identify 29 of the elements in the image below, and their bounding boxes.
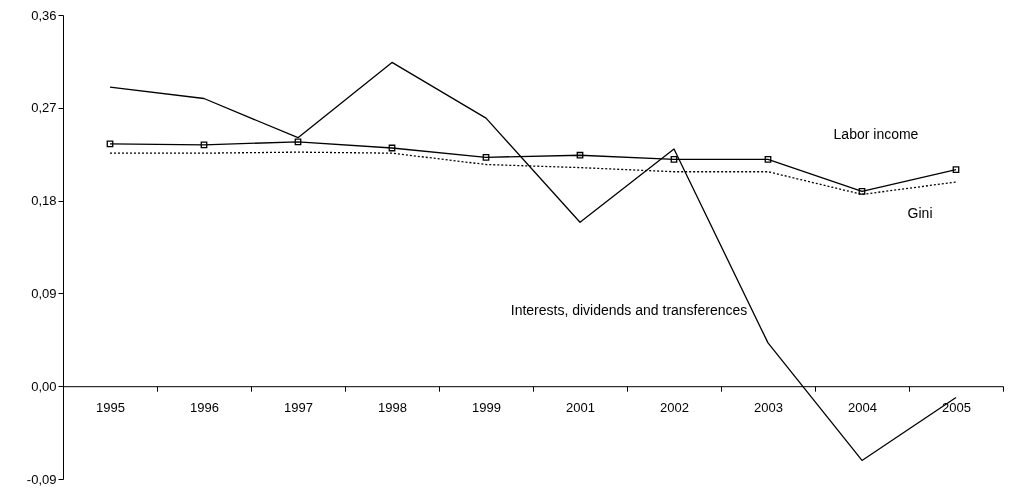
x-tick-label: 1998	[378, 399, 407, 415]
point	[858, 187, 866, 195]
x-tick-label: 1997	[284, 399, 313, 415]
x-tick-label: 2002	[660, 399, 689, 415]
point	[106, 140, 114, 148]
y-tick-label: 0,00	[31, 378, 57, 394]
x-tick-label: 2005	[942, 399, 971, 415]
x-tick-label: 1995	[96, 399, 125, 415]
point	[388, 144, 396, 152]
point	[482, 153, 490, 161]
point	[576, 151, 584, 159]
series-label: Interests, dividends and transferences	[510, 301, 748, 318]
point	[670, 155, 678, 163]
x-tick-label: 2001	[566, 399, 595, 415]
point	[294, 138, 302, 146]
y-tick-label: 0,36	[31, 7, 57, 23]
y-tick-label: -0,09	[26, 471, 57, 487]
x-tick-label: 2003	[754, 399, 783, 415]
x-tick-label: 1996	[190, 399, 219, 415]
y-tick-label: 0,27	[31, 100, 57, 116]
y-tick-label: 0,09	[31, 285, 57, 301]
x-tick-label: 2004	[848, 399, 877, 415]
point	[200, 141, 208, 149]
series-label: Gini	[907, 205, 933, 221]
point	[952, 166, 960, 174]
point	[764, 155, 772, 163]
text: Labor income	[833, 125, 919, 142]
x-tick-label: 1999	[472, 399, 501, 415]
y-tick-label: 0,18	[31, 193, 57, 209]
